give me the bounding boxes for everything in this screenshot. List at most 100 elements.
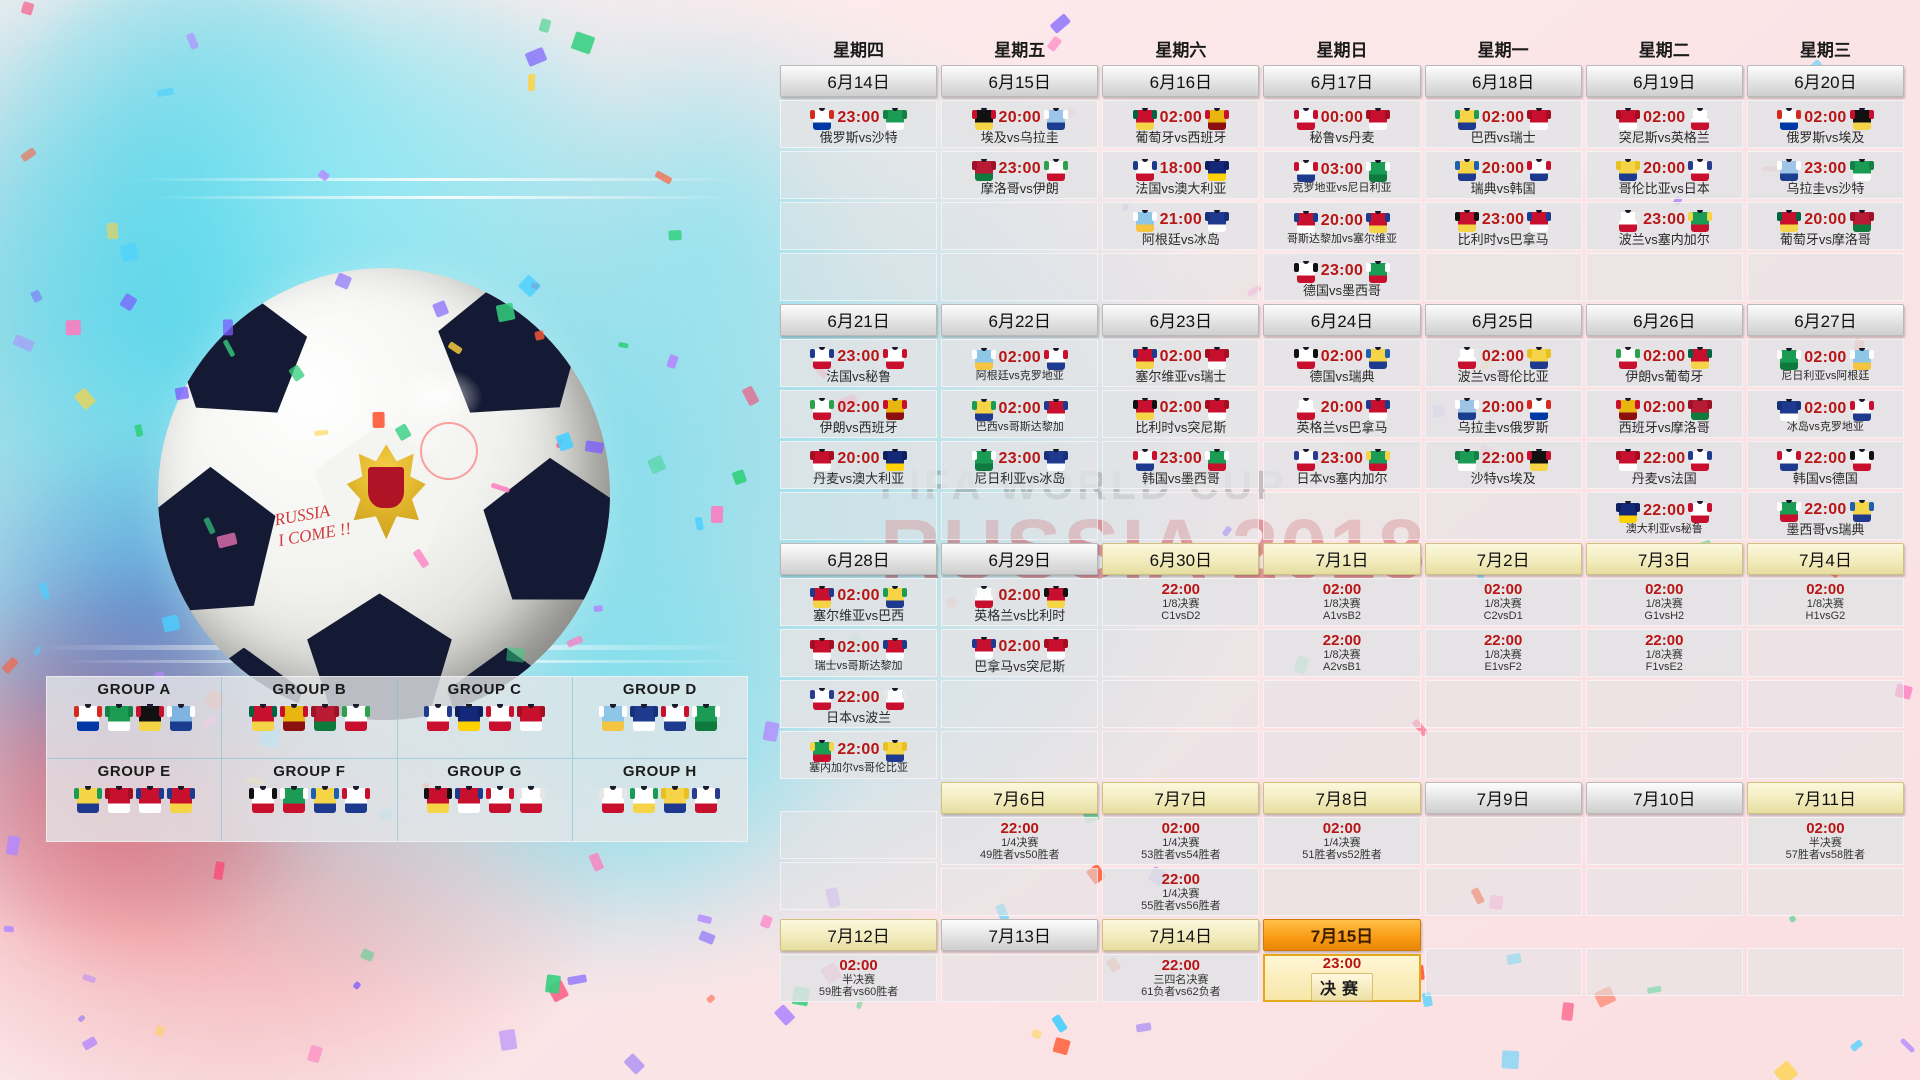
knockout-match-cell[interactable]: 22:00 1/8决赛 A2vsB1 — [1263, 629, 1421, 677]
date-label[interactable]: 6月27日 — [1746, 304, 1904, 336]
group-match-cell[interactable]: 02:00 西班牙vs摩洛哥 — [1585, 390, 1743, 438]
date-label[interactable]: 7月7日 — [1102, 782, 1260, 814]
group-match-cell[interactable]: 02:00 德国vs瑞典 — [1263, 339, 1421, 387]
group-cell-group-f[interactable]: GROUP F — [222, 759, 398, 841]
knockout-match-cell[interactable]: 22:00 三四名决赛 61负者vs62负者 — [1102, 954, 1260, 1002]
group-cell-group-c[interactable]: GROUP C — [397, 677, 573, 759]
group-match-cell[interactable]: 18:00 法国vs澳大利亚 — [1102, 151, 1260, 199]
group-match-cell[interactable]: 23:00 波兰vs塞内加尔 — [1585, 202, 1743, 250]
knockout-match-cell[interactable]: 02:00 1/8决赛 A1vsB2 — [1263, 578, 1421, 626]
knockout-match-cell[interactable]: 02:00 1/8决赛 G1vsH2 — [1585, 578, 1743, 626]
date-label[interactable]: 7月9日 — [1424, 782, 1582, 814]
date-label[interactable]: 7月3日 — [1585, 543, 1743, 575]
date-label[interactable]: 6月20日 — [1746, 65, 1904, 97]
knockout-match-cell[interactable]: 02:00 1/8决赛 H1vsG2 — [1746, 578, 1904, 626]
group-match-cell[interactable]: 22:00 日本vs波兰 — [780, 680, 938, 728]
group-match-cell[interactable]: 02:00 比利时vs突尼斯 — [1102, 390, 1260, 438]
group-match-cell[interactable]: 02:00 瑞士vs哥斯达黎加 — [780, 629, 938, 677]
date-label[interactable]: 7月14日 — [1102, 919, 1260, 951]
date-label[interactable]: 6月16日 — [1102, 65, 1260, 97]
date-label[interactable]: 6月18日 — [1424, 65, 1582, 97]
group-match-cell[interactable]: 02:00 塞尔维亚vs瑞士 — [1102, 339, 1260, 387]
date-label[interactable]: 7月11日 — [1746, 782, 1904, 814]
group-match-cell[interactable]: 02:00 英格兰vs比利时 — [941, 578, 1099, 626]
final-match-cell[interactable]: 23:00 决赛 — [1263, 954, 1421, 1002]
date-label[interactable]: 6月25日 — [1424, 304, 1582, 336]
group-cell-group-a[interactable]: GROUP A — [47, 677, 223, 759]
group-match-cell[interactable]: 22:00 墨西哥vs瑞典 — [1746, 492, 1904, 540]
group-match-cell[interactable]: 22:00 韩国vs德国 — [1746, 441, 1904, 489]
group-cell-group-e[interactable]: GROUP E — [47, 759, 223, 841]
group-match-cell[interactable]: 23:00 尼日利亚vs冰岛 — [941, 441, 1099, 489]
date-label[interactable]: 7月15日 — [1263, 919, 1421, 951]
knockout-match-cell[interactable]: 02:00 半决赛 59胜者vs60胜者 — [780, 954, 938, 1002]
group-match-cell[interactable]: 22:00 沙特vs埃及 — [1424, 441, 1582, 489]
date-label[interactable]: 7月2日 — [1424, 543, 1582, 575]
group-match-cell[interactable]: 23:00 德国vs墨西哥 — [1263, 253, 1421, 301]
group-cell-group-d[interactable]: GROUP D — [572, 677, 747, 759]
knockout-match-cell[interactable]: 22:00 1/8决赛 F1vsE2 — [1585, 629, 1743, 677]
group-match-cell[interactable]: 02:00 波兰vs哥伦比亚 — [1424, 339, 1582, 387]
group-match-cell[interactable]: 02:00 巴西vs哥斯达黎加 — [941, 390, 1099, 438]
date-label[interactable]: 7月6日 — [941, 782, 1099, 814]
date-label[interactable]: 6月21日 — [780, 304, 938, 336]
date-label[interactable]: 7月13日 — [941, 919, 1099, 951]
group-match-cell[interactable]: 23:00 乌拉圭vs沙特 — [1746, 151, 1904, 199]
date-label[interactable]: 7月8日 — [1263, 782, 1421, 814]
group-match-cell[interactable]: 02:00 巴拿马vs突尼斯 — [941, 629, 1099, 677]
group-match-cell[interactable]: 02:00 伊朗vs西班牙 — [780, 390, 938, 438]
group-match-cell[interactable]: 02:00 巴西vs瑞士 — [1424, 100, 1582, 148]
date-label[interactable]: 7月4日 — [1746, 543, 1904, 575]
group-match-cell[interactable]: 02:00 伊朗vs葡萄牙 — [1585, 339, 1743, 387]
group-match-cell[interactable]: 20:00 英格兰vs巴拿马 — [1263, 390, 1421, 438]
group-match-cell[interactable]: 02:00 突尼斯vs英格兰 — [1585, 100, 1743, 148]
date-label[interactable]: 6月22日 — [941, 304, 1099, 336]
group-match-cell[interactable]: 23:00 法国vs秘鲁 — [780, 339, 938, 387]
group-match-cell[interactable]: 02:00 冰岛vs克罗地亚 — [1746, 390, 1904, 438]
group-match-cell[interactable]: 02:00 葡萄牙vs西班牙 — [1102, 100, 1260, 148]
group-match-cell[interactable]: 20:00 埃及vs乌拉圭 — [941, 100, 1099, 148]
knockout-match-cell[interactable]: 02:00 半决赛 57胜者vs58胜者 — [1746, 817, 1904, 865]
date-label[interactable]: 6月15日 — [941, 65, 1099, 97]
knockout-match-cell[interactable]: 02:00 1/4决赛 53胜者vs54胜者 — [1102, 817, 1260, 865]
date-label[interactable]: 6月14日 — [780, 65, 938, 97]
date-label[interactable]: 7月1日 — [1263, 543, 1421, 575]
date-label[interactable]: 6月29日 — [941, 543, 1099, 575]
group-match-cell[interactable]: 02:00 塞尔维亚vs巴西 — [780, 578, 938, 626]
knockout-match-cell[interactable]: 22:00 1/8决赛 C1vsD2 — [1102, 578, 1260, 626]
group-match-cell[interactable]: 22:00 澳大利亚vs秘鲁 — [1585, 492, 1743, 540]
group-cell-group-h[interactable]: GROUP H — [573, 759, 747, 841]
date-label[interactable]: 6月23日 — [1102, 304, 1260, 336]
knockout-match-cell[interactable]: 02:00 1/8决赛 C2vsD1 — [1424, 578, 1582, 626]
date-label[interactable]: 6月19日 — [1585, 65, 1743, 97]
group-match-cell[interactable]: 20:00 葡萄牙vs摩洛哥 — [1746, 202, 1904, 250]
group-match-cell[interactable]: 00:00 秘鲁vs丹麦 — [1263, 100, 1421, 148]
knockout-match-cell[interactable]: 22:00 1/4决赛 55胜者vs56胜者 — [1102, 868, 1260, 916]
group-match-cell[interactable]: 20:00 哥伦比亚vs日本 — [1585, 151, 1743, 199]
date-label[interactable]: 7月10日 — [1585, 782, 1743, 814]
group-match-cell[interactable]: 20:00 丹麦vs澳大利亚 — [780, 441, 938, 489]
group-match-cell[interactable]: 23:00 比利时vs巴拿马 — [1424, 202, 1582, 250]
group-match-cell[interactable]: 03:00 克罗地亚vs尼日利亚 — [1263, 151, 1421, 199]
group-match-cell[interactable]: 02:00 阿根廷vs克罗地亚 — [941, 339, 1099, 387]
group-match-cell[interactable]: 22:00 丹麦vs法国 — [1585, 441, 1743, 489]
group-cell-group-b[interactable]: GROUP B — [222, 677, 398, 759]
group-match-cell[interactable]: 02:00 尼日利亚vs阿根廷 — [1746, 339, 1904, 387]
group-match-cell[interactable]: 23:00 俄罗斯vs沙特 — [780, 100, 938, 148]
date-label[interactable]: 6月26日 — [1585, 304, 1743, 336]
date-label[interactable]: 6月24日 — [1263, 304, 1421, 336]
knockout-match-cell[interactable]: 22:00 1/4决赛 49胜者vs50胜者 — [941, 817, 1099, 865]
group-match-cell[interactable]: 02:00 俄罗斯vs埃及 — [1746, 100, 1904, 148]
group-match-cell[interactable]: 20:00 哥斯达黎加vs塞尔维亚 — [1263, 202, 1421, 250]
group-match-cell[interactable]: 20:00 瑞典vs韩国 — [1424, 151, 1582, 199]
date-label[interactable]: 7月12日 — [780, 919, 938, 951]
knockout-match-cell[interactable]: 02:00 1/4决赛 51胜者vs52胜者 — [1263, 817, 1421, 865]
date-label[interactable]: 6月30日 — [1102, 543, 1260, 575]
group-match-cell[interactable]: 22:00 塞内加尔vs哥伦比亚 — [780, 731, 938, 779]
group-match-cell[interactable]: 23:00 摩洛哥vs伊朗 — [941, 151, 1099, 199]
group-match-cell[interactable]: 20:00 乌拉圭vs俄罗斯 — [1424, 390, 1582, 438]
group-match-cell[interactable]: 23:00 日本vs塞内加尔 — [1263, 441, 1421, 489]
knockout-match-cell[interactable]: 22:00 1/8决赛 E1vsF2 — [1424, 629, 1582, 677]
group-match-cell[interactable]: 23:00 韩国vs墨西哥 — [1102, 441, 1260, 489]
date-label[interactable]: 6月28日 — [780, 543, 938, 575]
